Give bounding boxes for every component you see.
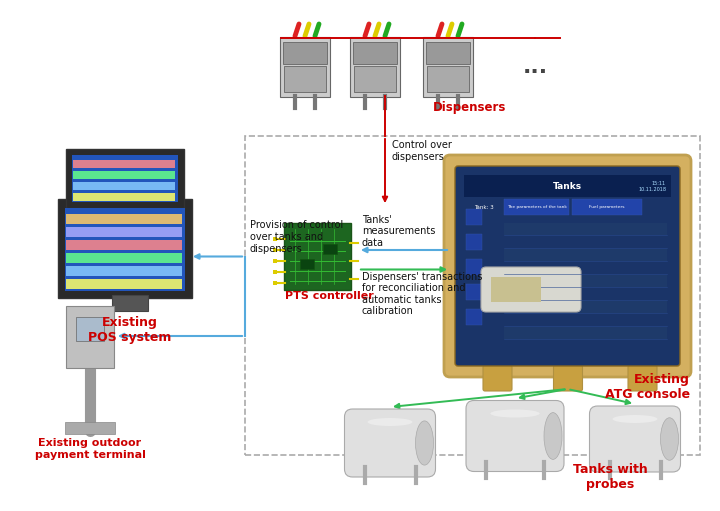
Bar xyxy=(273,270,277,274)
FancyBboxPatch shape xyxy=(350,37,400,97)
Bar xyxy=(504,275,667,287)
FancyBboxPatch shape xyxy=(590,406,680,472)
Text: Control over
dispensers: Control over dispensers xyxy=(392,140,452,162)
Text: Tank: 3: Tank: 3 xyxy=(474,204,494,210)
FancyBboxPatch shape xyxy=(455,166,680,366)
FancyBboxPatch shape xyxy=(628,365,657,391)
Text: Existing
POS system: Existing POS system xyxy=(89,316,171,344)
Bar xyxy=(504,199,569,215)
Bar xyxy=(427,66,469,92)
Bar xyxy=(65,208,185,291)
Bar xyxy=(73,160,175,168)
Bar xyxy=(273,237,277,241)
Text: Existing
ATG console: Existing ATG console xyxy=(605,373,690,401)
Bar xyxy=(73,171,175,179)
FancyBboxPatch shape xyxy=(284,223,351,290)
Text: The parameters of the tank: The parameters of the tank xyxy=(507,205,567,209)
Text: Tanks: Tanks xyxy=(553,181,582,191)
Bar xyxy=(491,277,541,302)
Text: Dispensers' transactions
for reconciliation and
automatic tanks
calibration: Dispensers' transactions for reconciliat… xyxy=(362,271,482,316)
FancyBboxPatch shape xyxy=(58,199,192,298)
FancyBboxPatch shape xyxy=(280,37,330,97)
FancyBboxPatch shape xyxy=(66,306,114,368)
Bar xyxy=(273,281,277,285)
Bar xyxy=(283,42,327,64)
Bar xyxy=(504,301,667,313)
Ellipse shape xyxy=(544,412,562,459)
Bar xyxy=(466,209,482,225)
FancyBboxPatch shape xyxy=(423,37,473,97)
Text: PTS controller: PTS controller xyxy=(285,291,374,301)
Bar xyxy=(466,309,482,325)
Bar xyxy=(354,66,396,92)
Bar xyxy=(323,244,337,254)
Bar xyxy=(273,259,277,263)
Bar xyxy=(572,199,642,215)
Text: Fuel parameters: Fuel parameters xyxy=(589,205,625,209)
Text: Tanks'
measurements
data: Tanks' measurements data xyxy=(362,215,436,248)
Bar xyxy=(426,42,470,64)
Bar xyxy=(466,284,482,300)
Bar xyxy=(72,155,178,202)
Bar xyxy=(466,234,482,250)
Text: ...: ... xyxy=(523,57,548,77)
Bar xyxy=(245,136,700,455)
Bar xyxy=(504,249,667,261)
FancyBboxPatch shape xyxy=(344,409,436,477)
Bar xyxy=(66,279,182,289)
Bar xyxy=(66,214,182,224)
Bar xyxy=(273,248,277,252)
FancyBboxPatch shape xyxy=(444,155,691,377)
FancyBboxPatch shape xyxy=(481,267,581,312)
Text: 15:11
10.11.2018: 15:11 10.11.2018 xyxy=(638,181,666,192)
FancyBboxPatch shape xyxy=(483,365,512,391)
Bar xyxy=(76,317,104,341)
Bar xyxy=(284,66,326,92)
Text: Provision of control
over tanks and
dispensers: Provision of control over tanks and disp… xyxy=(250,220,343,253)
Ellipse shape xyxy=(415,421,433,465)
Bar xyxy=(66,266,182,276)
Bar xyxy=(466,259,482,275)
Bar xyxy=(353,42,397,64)
Text: Existing outdoor
payment terminal: Existing outdoor payment terminal xyxy=(35,438,145,459)
Bar xyxy=(66,227,182,237)
Ellipse shape xyxy=(490,409,539,417)
Text: Dispensers: Dispensers xyxy=(433,101,507,114)
Bar xyxy=(464,175,671,357)
Ellipse shape xyxy=(367,418,413,426)
Bar xyxy=(65,422,115,434)
Bar xyxy=(504,327,667,339)
Bar xyxy=(73,182,175,190)
Bar xyxy=(66,240,182,250)
Bar xyxy=(73,193,175,201)
Bar xyxy=(112,295,148,311)
Bar xyxy=(66,253,182,263)
Ellipse shape xyxy=(613,415,657,423)
Text: Tanks with
probes: Tanks with probes xyxy=(572,463,647,491)
FancyBboxPatch shape xyxy=(554,365,582,391)
Bar xyxy=(504,223,667,235)
Bar xyxy=(464,175,671,197)
Bar xyxy=(300,259,314,269)
FancyBboxPatch shape xyxy=(466,401,564,472)
Ellipse shape xyxy=(660,418,678,460)
FancyBboxPatch shape xyxy=(66,149,184,208)
